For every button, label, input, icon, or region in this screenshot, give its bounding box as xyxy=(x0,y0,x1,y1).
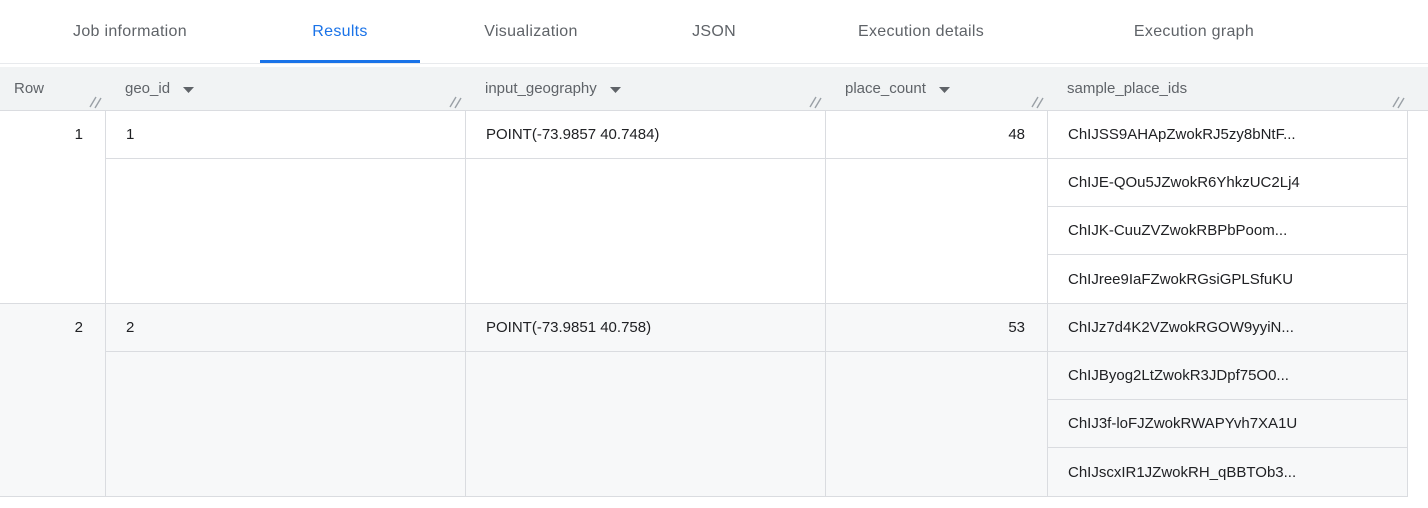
sample-place-id-cell: ChIJK-CuuZVZwokRBPbPoom... xyxy=(1048,207,1407,255)
column-resize-icon[interactable] xyxy=(807,94,823,109)
tab-label: Visualization xyxy=(484,22,578,40)
column-label: place_count xyxy=(845,80,926,97)
header-cell-input-geography: input_geography xyxy=(465,67,825,110)
tab-execution-graph[interactable]: Execution graph xyxy=(1056,0,1332,63)
cell-geo-id: 1 xyxy=(106,111,465,159)
header-cell-sample-place-ids: sample_place_ids xyxy=(1047,67,1408,110)
column-label: input_geography xyxy=(485,80,597,97)
row-number-cell: 1 xyxy=(74,126,83,143)
sample-place-id-cell: ChIJByog2LtZwokR3JDpf75O0... xyxy=(1048,352,1407,400)
table-row: 1 1 POINT(-73.9857 40.7484) 48 ChIJSS9AH… xyxy=(0,111,1408,304)
geo-id-column: 2 xyxy=(105,304,465,496)
cell-geo-id: 2 xyxy=(106,304,465,352)
sample-place-id-cell: ChIJ3f-loFJZwokRWAPYvh7XA1U xyxy=(1048,400,1407,448)
tab-job-information[interactable]: Job information xyxy=(0,0,260,63)
tab-visualization[interactable]: Visualization xyxy=(420,0,642,63)
tab-label: JSON xyxy=(692,22,736,40)
tab-bar: Job information Results Visualization JS… xyxy=(0,0,1428,64)
cell-input-geography: POINT(-73.9851 40.758) xyxy=(466,304,825,352)
input-geography-column: POINT(-73.9851 40.758) xyxy=(465,304,825,496)
input-geography-column: POINT(-73.9857 40.7484) xyxy=(465,111,825,303)
sample-place-id-cell: ChIJE-QOu5JZwokR6YhkzUC2Lj4 xyxy=(1048,159,1407,207)
sample-place-id-cell: ChIJree9IaFZwokRGsiGPLSfuKU xyxy=(1068,270,1294,288)
header-cell-place-count: place_count xyxy=(825,67,1047,110)
sort-arrow-icon[interactable] xyxy=(938,87,950,93)
sample-place-ids-column: ChIJSS9AHApZwokRJ5zy8bNtF... ChIJE-QOu5J… xyxy=(1047,111,1408,303)
table-row: 2 2 POINT(-73.9851 40.758) 53 ChIJz7d4K2… xyxy=(0,304,1408,497)
cell-input-geography: POINT(-73.9857 40.7484) xyxy=(466,111,825,159)
header-cell-row: Row xyxy=(0,67,105,110)
tab-label: Execution details xyxy=(857,22,985,40)
column-label: sample_place_ids xyxy=(1067,80,1188,97)
cell-place-count: 53 xyxy=(826,304,1047,352)
tab-label: Job information xyxy=(73,22,187,40)
place-count-column: 48 xyxy=(825,111,1047,303)
geo-id-column: 1 xyxy=(105,111,465,303)
results-table: Row geo_id input_geography place_count s… xyxy=(0,67,1428,497)
sort-arrow-icon[interactable] xyxy=(609,87,621,93)
tab-execution-details[interactable]: Execution details xyxy=(786,0,1056,63)
sample-place-id-cell: ChIJSS9AHApZwokRJ5zy8bNtF... xyxy=(1048,111,1407,159)
header-spacer xyxy=(1408,67,1428,110)
column-resize-icon[interactable] xyxy=(87,94,103,109)
place-count-column: 53 xyxy=(825,304,1047,496)
table-header: Row geo_id input_geography place_count s… xyxy=(0,67,1428,111)
sample-place-id-cell: ChIJscxIR1JZwokRH_qBBTOb3... xyxy=(1068,463,1297,481)
sort-arrow-icon[interactable] xyxy=(183,87,195,93)
header-cell-geo-id: geo_id xyxy=(105,67,465,110)
tab-label: Execution graph xyxy=(1133,22,1255,40)
sample-place-ids-column: ChIJz7d4K2VZwokRGOW9yyiN... ChIJByog2LtZ… xyxy=(1047,304,1408,496)
tab-label: Results xyxy=(312,22,368,40)
column-label: Row xyxy=(14,80,45,97)
cell-place-count: 48 xyxy=(826,111,1047,159)
tab-results[interactable]: Results xyxy=(260,0,420,63)
tab-json[interactable]: JSON xyxy=(642,0,786,63)
column-resize-icon[interactable] xyxy=(1390,94,1406,109)
sample-place-id-cell: ChIJz7d4K2VZwokRGOW9yyiN... xyxy=(1048,304,1407,352)
row-number-cell: 2 xyxy=(74,319,83,336)
column-label: geo_id xyxy=(125,80,171,97)
column-resize-icon[interactable] xyxy=(1029,94,1045,109)
column-resize-icon[interactable] xyxy=(447,94,463,109)
